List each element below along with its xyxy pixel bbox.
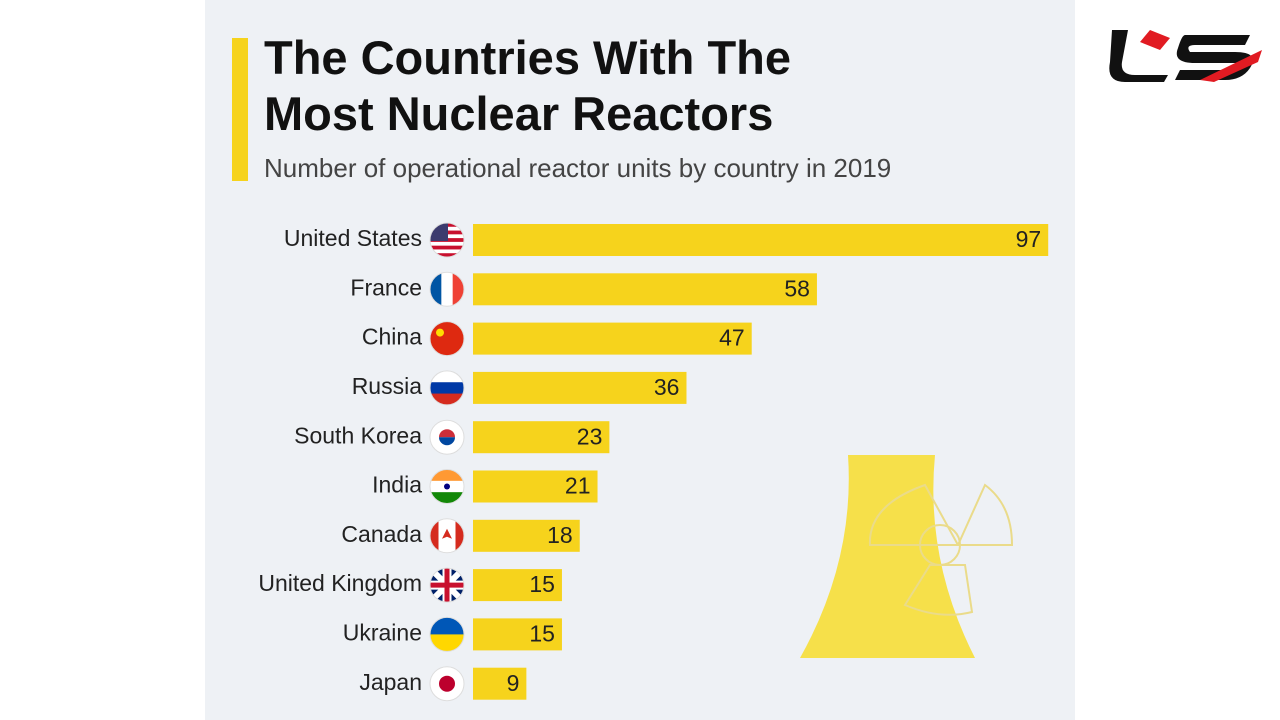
category-label: South Korea <box>294 422 422 448</box>
category-label: United States <box>284 225 422 251</box>
bar <box>473 273 817 306</box>
flag-icon <box>430 321 464 356</box>
chart-subtitle: Number of operational reactor units by c… <box>264 153 892 183</box>
category-label: United Kingdom <box>258 570 422 596</box>
category-label: India <box>372 472 422 498</box>
flag-icon <box>430 617 464 652</box>
flag-icon <box>430 518 464 553</box>
bar <box>473 371 687 404</box>
bar <box>473 470 598 503</box>
category-label: Canada <box>341 521 422 547</box>
bar <box>473 618 562 651</box>
value-label: 47 <box>719 325 745 351</box>
logo <box>1109 30 1262 82</box>
bar <box>473 569 562 602</box>
category-label: France <box>350 274 422 300</box>
category-label: Russia <box>352 373 423 399</box>
bar <box>473 322 752 355</box>
flag-icon <box>430 272 464 307</box>
value-label: 15 <box>529 571 555 597</box>
bar <box>473 667 527 700</box>
category-label: China <box>362 324 422 350</box>
category-label: Japan <box>359 669 422 695</box>
flag-icon <box>430 568 464 603</box>
value-label: 58 <box>784 275 810 301</box>
accent-bar <box>232 38 248 181</box>
bar <box>473 224 1049 256</box>
flag-icon <box>430 666 464 701</box>
value-label: 23 <box>577 423 603 449</box>
flag-icon <box>430 469 464 504</box>
flag-icon <box>430 370 464 405</box>
flag-icon <box>430 420 464 455</box>
value-label: 21 <box>565 473 591 499</box>
tower-illustration <box>800 455 1014 658</box>
value-label: 15 <box>529 620 555 646</box>
value-label: 97 <box>1016 226 1042 252</box>
value-label: 36 <box>654 374 680 400</box>
bar <box>473 519 580 552</box>
chart-title: The Countries With The Most Nuclear Reac… <box>264 31 792 140</box>
category-label: Ukraine <box>343 619 422 645</box>
value-label: 9 <box>507 670 520 696</box>
value-label: 18 <box>547 522 573 548</box>
bar <box>473 421 610 454</box>
